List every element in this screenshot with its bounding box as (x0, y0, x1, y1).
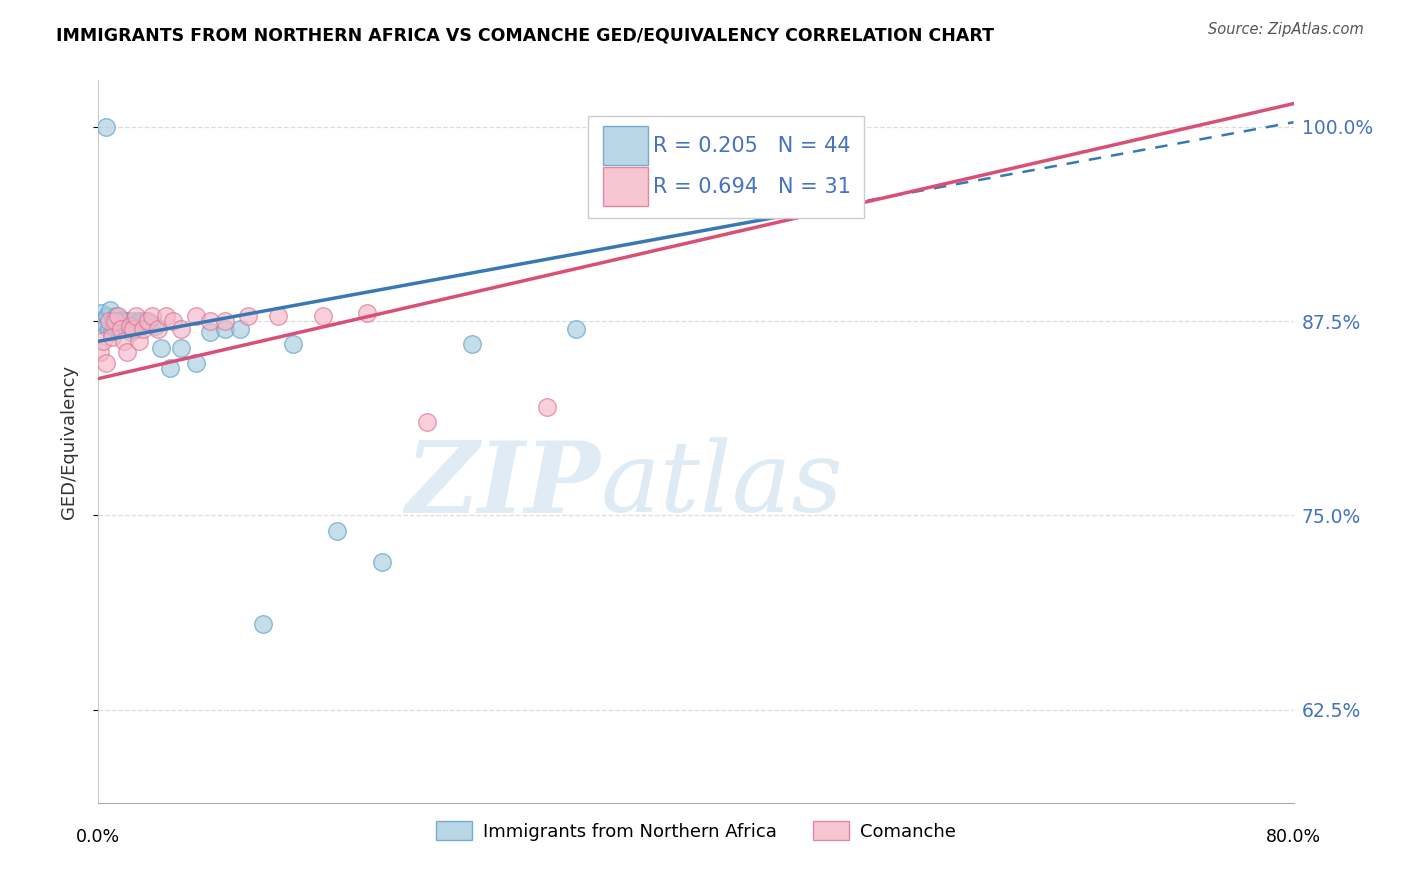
Text: atlas: atlas (600, 437, 844, 533)
Point (115, 345, 138, 359)
Point (169, 322, 191, 336)
Point (229, 322, 252, 336)
Point (214, 314, 236, 328)
Legend: Immigrants from Northern Africa, Comanche: Immigrants from Northern Africa, Comanch… (429, 814, 963, 848)
Point (281, 337, 304, 351)
Point (184, 310, 207, 324)
Point (94, 356, 117, 370)
Point (200, 314, 222, 328)
Point (121, 314, 143, 328)
Point (118, 318, 141, 333)
Point (120, 325, 142, 339)
Point (132, 322, 155, 336)
Point (96, 310, 118, 324)
Point (101, 325, 124, 339)
Point (97, 322, 120, 336)
Point (155, 310, 177, 324)
Text: 0.0%: 0.0% (76, 828, 121, 847)
Point (90, 306, 112, 320)
Text: R = 0.205   N = 44: R = 0.205 N = 44 (652, 136, 851, 156)
Point (129, 314, 152, 328)
Text: 80.0%: 80.0% (1265, 828, 1322, 847)
Point (115, 317, 138, 331)
Point (91, 334, 114, 349)
Point (105, 310, 128, 324)
Point (236, 310, 259, 324)
Point (110, 322, 132, 336)
Point (565, 322, 588, 336)
Text: Source: ZipAtlas.com: Source: ZipAtlas.com (1208, 22, 1364, 37)
Point (132, 314, 155, 328)
Point (112, 334, 135, 349)
Text: ZIP: ZIP (405, 437, 600, 533)
Point (150, 341, 173, 355)
Point (93, 314, 115, 328)
Point (94, 318, 117, 333)
Point (184, 356, 207, 370)
Point (356, 306, 378, 320)
Point (536, 400, 558, 414)
Point (214, 322, 236, 336)
Point (110, 317, 132, 331)
Point (125, 310, 148, 324)
Point (114, 322, 136, 336)
Point (267, 310, 290, 324)
Point (125, 322, 148, 336)
Y-axis label: GED/Equivalency: GED/Equivalency (59, 365, 77, 518)
Point (89, 345, 111, 359)
Point (143, 318, 166, 333)
Point (107, 314, 129, 328)
Text: R = 0.694   N = 31: R = 0.694 N = 31 (652, 178, 851, 197)
Point (162, 314, 184, 328)
Point (148, 322, 170, 336)
Point (98, 303, 122, 318)
Point (759, 120, 782, 134)
Point (135, 314, 157, 328)
Point (159, 360, 181, 375)
Point (311, 310, 333, 324)
Point (416, 415, 439, 429)
Point (326, 524, 349, 538)
Point (89, 314, 111, 328)
Point (136, 314, 159, 328)
Point (108, 322, 131, 336)
Point (139, 317, 162, 331)
Point (107, 310, 129, 324)
Point (103, 314, 125, 328)
Point (461, 337, 484, 351)
Point (200, 325, 222, 339)
Point (104, 320, 127, 334)
Point (371, 555, 394, 569)
Point (169, 341, 191, 355)
Point (111, 312, 134, 326)
Point (94, 120, 117, 134)
Point (112, 314, 135, 328)
Point (128, 314, 150, 328)
Text: IMMIGRANTS FROM NORTHERN AFRICA VS COMANCHE GED/EQUIVALENCY CORRELATION CHART: IMMIGRANTS FROM NORTHERN AFRICA VS COMAN… (56, 27, 994, 45)
Point (104, 314, 127, 328)
Point (124, 318, 146, 333)
Point (252, 617, 274, 632)
Point (118, 318, 141, 333)
Point (117, 314, 139, 328)
Point (97, 314, 120, 328)
Point (101, 329, 124, 343)
Point (141, 310, 163, 324)
Point (128, 334, 150, 349)
Point (121, 322, 143, 336)
